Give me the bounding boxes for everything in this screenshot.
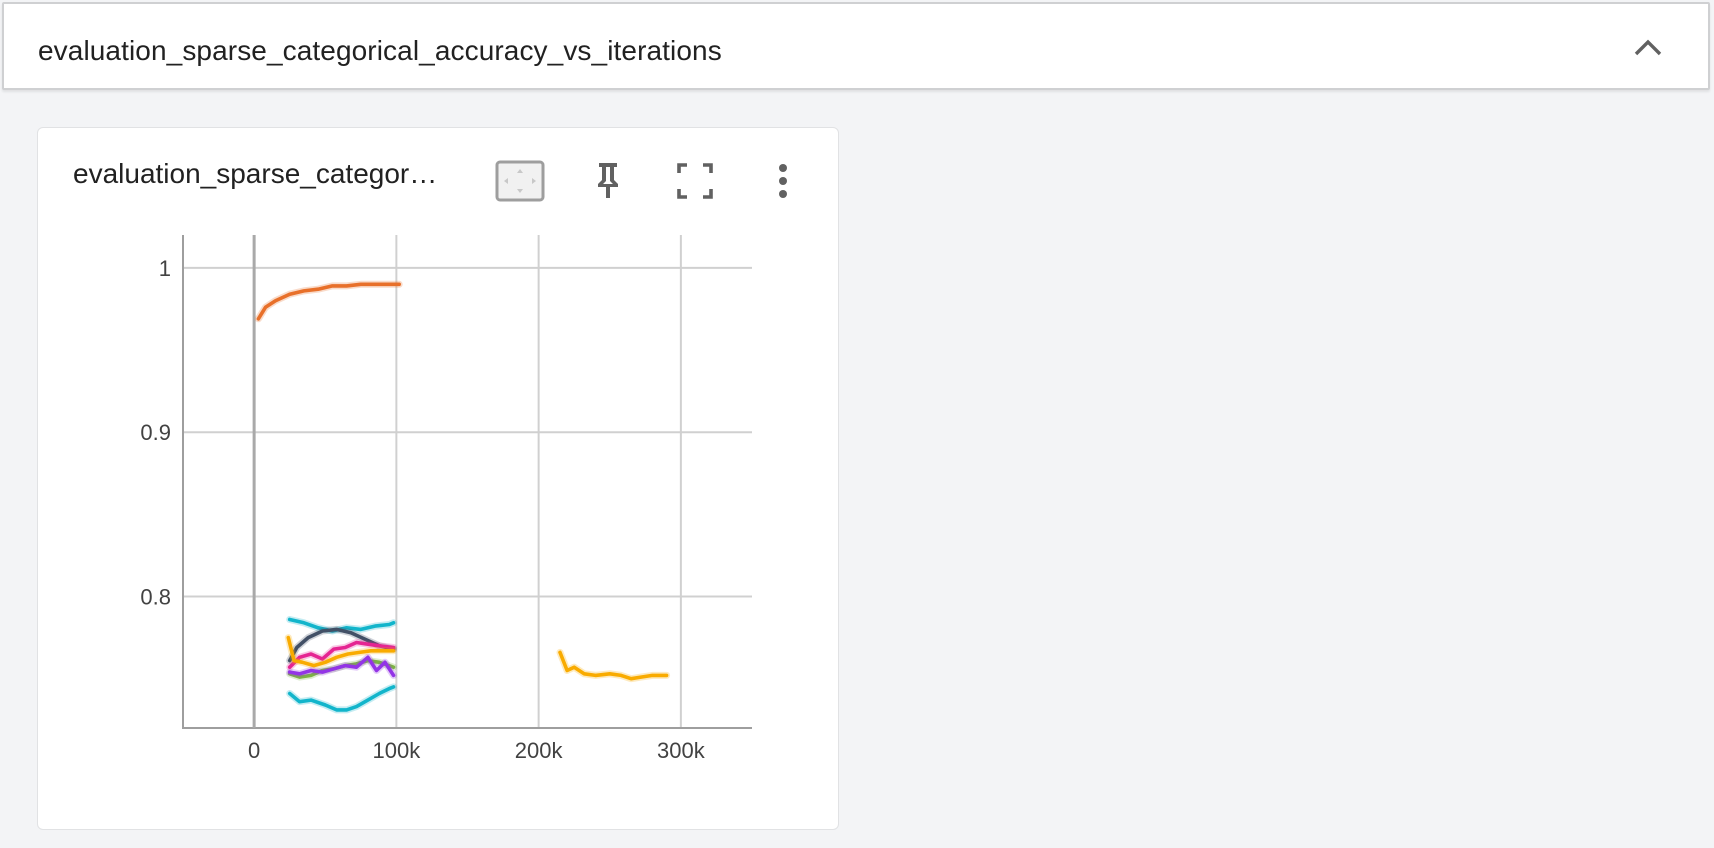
- group-title: evaluation_sparse_categorical_accuracy_v…: [38, 4, 722, 98]
- series-2-raw: [290, 687, 394, 710]
- chart-card: evaluation_sparse_categor… 0.8 0.9 1 0 100k 2…: [37, 127, 839, 830]
- chevron-up-icon: [1628, 28, 1668, 68]
- y-tick-label: 0.9: [140, 420, 171, 445]
- series-layer: [258, 284, 666, 710]
- y-tick-label: 0.8: [140, 585, 171, 610]
- x-tick-label: 300k: [657, 738, 706, 763]
- collapse-button[interactable]: [1628, 28, 1668, 68]
- series-0-raw: [258, 284, 399, 319]
- x-tick-label: 0: [248, 738, 260, 763]
- y-tick-label: 1: [159, 256, 171, 281]
- tick-labels: 0.8 0.9 1 0 100k 200k 300k: [140, 256, 705, 763]
- x-tick-label: 100k: [373, 738, 422, 763]
- x-tick-label: 200k: [515, 738, 564, 763]
- line-chart[interactable]: 0.8 0.9 1 0 100k 200k 300k: [38, 128, 840, 831]
- group-header: evaluation_sparse_categorical_accuracy_v…: [2, 2, 1710, 90]
